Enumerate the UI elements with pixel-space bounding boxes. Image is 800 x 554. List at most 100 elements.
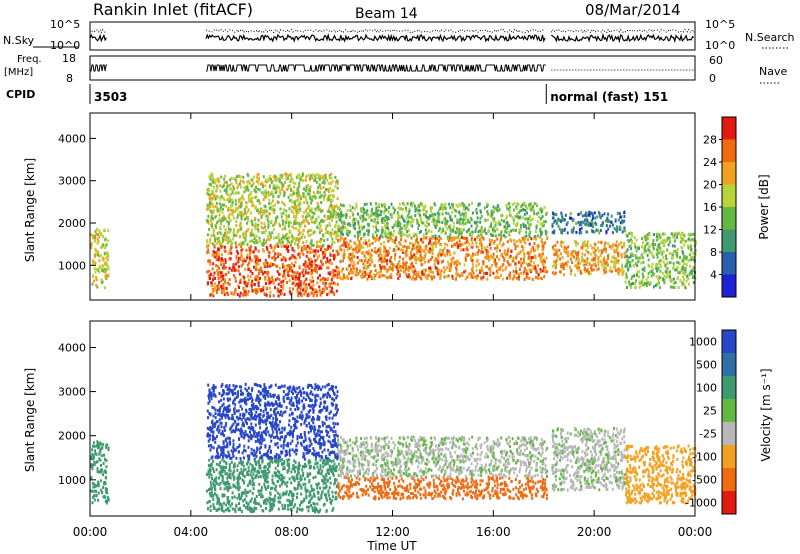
velocity-cell [95,494,98,498]
power-cell [214,237,217,241]
power-cell [525,269,528,273]
power-cell [216,186,219,190]
power-cell [308,283,311,287]
power-cell [435,241,437,245]
velocity-cell [91,489,94,493]
power-cell [292,226,295,230]
power-cell [619,268,622,272]
power-cell [258,268,261,272]
power-cell [650,251,653,255]
power-cell [477,202,480,206]
power-cell [449,235,451,239]
power-cell [422,233,425,237]
power-cell [578,231,581,235]
power-cell [528,255,530,259]
power-cell [235,224,238,228]
velocity-cell [90,455,93,459]
power-cell [467,220,470,224]
power-cell [605,224,608,228]
power-cell [243,240,246,244]
power-cell [355,248,358,252]
power-cell [207,281,209,285]
power-cell [668,275,671,279]
power-cell [428,237,431,241]
power-cell [678,232,681,236]
power-cell [441,260,443,264]
power-cell [396,211,399,215]
power-cell [327,181,330,185]
power-cell [628,263,631,267]
power-cell [312,191,315,195]
power-cell [404,254,407,258]
power-cell [210,202,213,206]
power-cell [332,291,335,295]
power-cell [316,294,319,297]
power-cell [384,215,387,219]
power-cell [588,221,591,225]
power-cell [304,209,307,213]
power-cell [476,216,479,220]
power-cell [282,189,285,193]
power-cell [506,227,509,230]
power-cell [381,217,384,221]
power-cell [626,234,629,238]
power-cell [223,266,225,270]
power-cell [476,235,478,239]
power-cell [264,205,267,209]
power-cell [365,257,368,261]
power-cell [400,231,402,234]
power-cell [491,263,493,267]
power-cell [421,208,424,212]
power-cell [690,238,693,242]
nsearch-trace [89,28,107,34]
power-cell [222,218,225,222]
power-cell [452,207,455,210]
power-cell [502,242,505,246]
power-cell [353,223,356,227]
power-cell [226,231,229,235]
power-cell [662,250,665,254]
power-cell [336,179,339,183]
power-cell [613,265,616,269]
power-cell [268,251,271,255]
power-cell [221,244,224,248]
power-cell [571,228,574,232]
power-cell [438,235,441,238]
power-cell [298,176,301,180]
power-cell [635,249,638,253]
power-cell [553,253,556,257]
power-cell [251,258,254,262]
power-cell [361,272,364,276]
power-cell [408,273,410,277]
power-cell [216,231,219,235]
power-cell [260,221,263,225]
power-cell [512,228,515,232]
velocity-cell [102,473,104,477]
power-cell [266,247,269,251]
power-cell [601,224,604,228]
power-cell [375,222,378,226]
power-cell [215,269,218,273]
power-cell [411,220,414,224]
power-cell [323,195,326,198]
power-cell [247,208,250,212]
power-cell [659,269,662,273]
power-cell [247,227,250,231]
power-cell [685,255,688,259]
power-cell [104,267,107,271]
power-cell [624,264,627,268]
power-cell [252,250,255,254]
power-cell [298,272,301,276]
power-cell [257,181,260,185]
power-cell [631,240,633,243]
power-cell [240,264,243,268]
power-cell [405,226,407,230]
power-cell [313,220,316,224]
power-cell [367,233,370,237]
power-cell [306,244,309,248]
power-cell [458,231,461,235]
power-cell [400,238,403,242]
power-cell [309,272,312,276]
power-cell [231,202,234,206]
power-cell [294,242,296,246]
